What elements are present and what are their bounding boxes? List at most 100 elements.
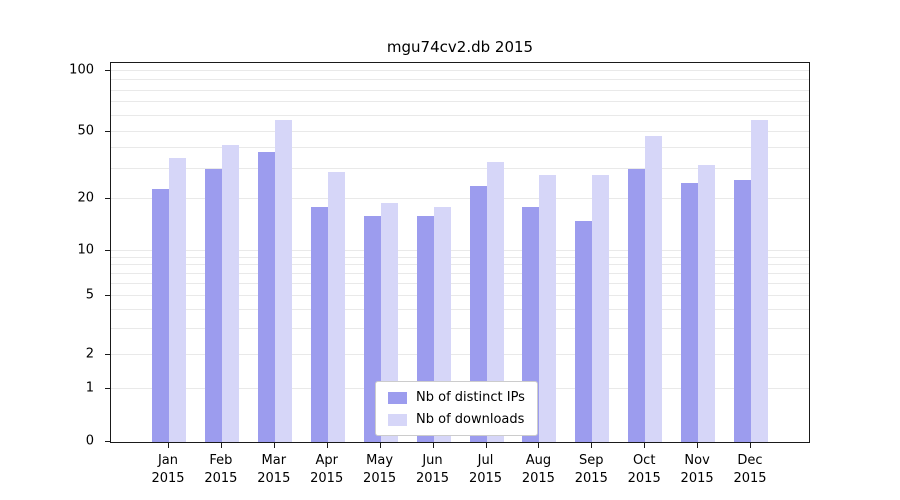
gridline-y-9	[111, 256, 809, 258]
bar-distinct-ips-jul	[469, 185, 487, 442]
x-tick-mark-oct	[644, 443, 646, 448]
legend-label-distinct-ips: Nb of distinct IPs	[416, 390, 525, 405]
x-tick-label-may: May 2015	[363, 452, 396, 487]
x-tick-month-jan: Jan	[157, 453, 179, 468]
y-tick-label-50: 50	[77, 123, 94, 139]
x-tick-month-mar: Mar	[261, 453, 287, 468]
x-tick-label-jan: Jan 2015	[151, 452, 184, 487]
bar-distinct-ips-apr	[310, 207, 328, 442]
legend-item-distinct-ips: Nb of distinct IPs	[388, 390, 525, 405]
bar-downloads-mar	[274, 120, 292, 442]
x-tick-month-oct: Oct	[632, 453, 656, 468]
x-tick-mark-feb	[220, 443, 222, 448]
gridline-y-70	[111, 101, 809, 103]
gridline-y-80	[111, 89, 809, 91]
x-tick-year-mar: 2015	[257, 470, 291, 486]
gridline-y-90	[111, 79, 809, 81]
gridline-y-60	[111, 114, 809, 116]
x-tick-label-mar: Mar 2015	[257, 452, 290, 487]
bar-distinct-ips-nov	[681, 182, 699, 442]
x-tick-month-dec: Dec	[737, 453, 763, 468]
x-tick-label-oct: Oct 2015	[628, 452, 661, 487]
legend-label-downloads: Nb of downloads	[416, 412, 525, 427]
gridline-y-2	[111, 353, 809, 355]
x-axis: Jan 2015 Feb 2015 Mar 2015 Apr 2015 May 2015 Jun 20…	[110, 443, 810, 499]
x-tick-mark-jan	[168, 443, 169, 448]
y-tick-label-20: 20	[77, 190, 94, 206]
y-tick-mark-5	[105, 294, 110, 296]
legend-swatch-downloads	[388, 413, 407, 426]
y-tick-mark-20	[105, 198, 110, 200]
bar-downloads-nov	[698, 164, 716, 442]
x-tick-mark-may	[379, 443, 381, 448]
x-tick-mark-aug	[538, 443, 540, 448]
y-tick-mark-100	[105, 70, 110, 71]
bar-distinct-ips-mar	[257, 151, 275, 442]
x-tick-month-feb: Feb	[209, 453, 233, 468]
gridline-y-6	[111, 282, 809, 284]
x-tick-label-aug: Aug 2015	[522, 452, 555, 487]
x-tick-label-dec: Dec 2015	[733, 452, 766, 487]
gridline-y-3	[111, 327, 809, 329]
x-tick-mark-jun	[432, 443, 434, 448]
x-tick-year-apr: 2015	[310, 470, 344, 486]
x-tick-label-jul: Jul 2015	[469, 452, 502, 487]
x-tick-month-apr: Apr	[315, 453, 338, 468]
x-tick-year-sep: 2015	[574, 470, 608, 486]
x-tick-mark-dec	[750, 443, 751, 448]
bar-downloads-jul	[486, 162, 504, 442]
y-tick-mark-2	[105, 353, 110, 355]
bar-distinct-ips-dec	[734, 180, 751, 442]
legend-swatch-distinct-ips	[388, 391, 407, 404]
x-tick-year-feb: 2015	[204, 470, 238, 486]
gridline-y-20	[111, 198, 809, 200]
plot-area: Nb of distinct IPs Nb of downloads	[110, 62, 810, 443]
x-tick-year-dec: 2015	[733, 470, 767, 486]
x-tick-label-apr: Apr 2015	[310, 452, 343, 487]
gridline-y-7	[111, 273, 809, 274]
bar-distinct-ips-feb	[204, 169, 222, 442]
x-tick-month-aug: Aug	[525, 453, 552, 468]
x-tick-year-nov: 2015	[680, 470, 714, 486]
x-tick-year-may: 2015	[363, 470, 397, 486]
x-tick-label-nov: Nov 2015	[681, 452, 714, 487]
gridline-y-50	[111, 130, 809, 132]
gridline-y-40	[111, 147, 809, 149]
y-tick-label-2: 2	[85, 346, 94, 361]
y-tick-mark-1	[105, 388, 110, 390]
bar-distinct-ips-jan	[152, 189, 169, 442]
bar-distinct-ips-oct	[628, 169, 646, 442]
y-tick-label-10: 10	[77, 242, 94, 258]
x-tick-mark-apr	[326, 443, 328, 448]
chart-title: mgu74cv2.db 2015	[386, 38, 534, 56]
y-tick-label-0: 0	[85, 433, 94, 449]
y-tick-mark-50	[105, 130, 110, 132]
x-tick-mark-jul	[485, 443, 487, 448]
gridline-y-10	[111, 250, 809, 251]
x-tick-mark-sep	[591, 443, 593, 448]
x-tick-month-sep: Sep	[579, 453, 604, 468]
x-tick-month-nov: Nov	[684, 453, 710, 468]
y-tick-label-1: 1	[85, 380, 94, 396]
x-tick-label-jun: Jun 2015	[416, 452, 449, 487]
x-tick-year-aug: 2015	[521, 470, 555, 486]
x-tick-year-jun: 2015	[415, 470, 450, 486]
gridline-y-5	[111, 294, 809, 296]
legend: Nb of distinct IPs Nb of downloads	[375, 381, 538, 436]
y-tick-mark-10	[105, 250, 110, 251]
bar-downloads-sep	[592, 174, 610, 442]
y-tick-label-100: 100	[69, 62, 94, 78]
gridline-y-8	[111, 264, 809, 266]
bar-downloads-oct	[645, 136, 663, 442]
y-tick-label-5: 5	[85, 287, 94, 303]
x-tick-month-may: May	[366, 453, 394, 468]
gridline-y-100	[111, 70, 809, 71]
x-tick-year-jul: 2015	[468, 470, 503, 486]
x-tick-mark-mar	[273, 443, 275, 448]
x-tick-year-jan: 2015	[151, 470, 185, 486]
y-axis: 0 1 2 5 10 20 50 100	[0, 62, 110, 449]
x-tick-year-oct: 2015	[627, 470, 661, 486]
bar-downloads-dec	[751, 120, 768, 442]
bar-downloads-jan	[169, 158, 186, 442]
